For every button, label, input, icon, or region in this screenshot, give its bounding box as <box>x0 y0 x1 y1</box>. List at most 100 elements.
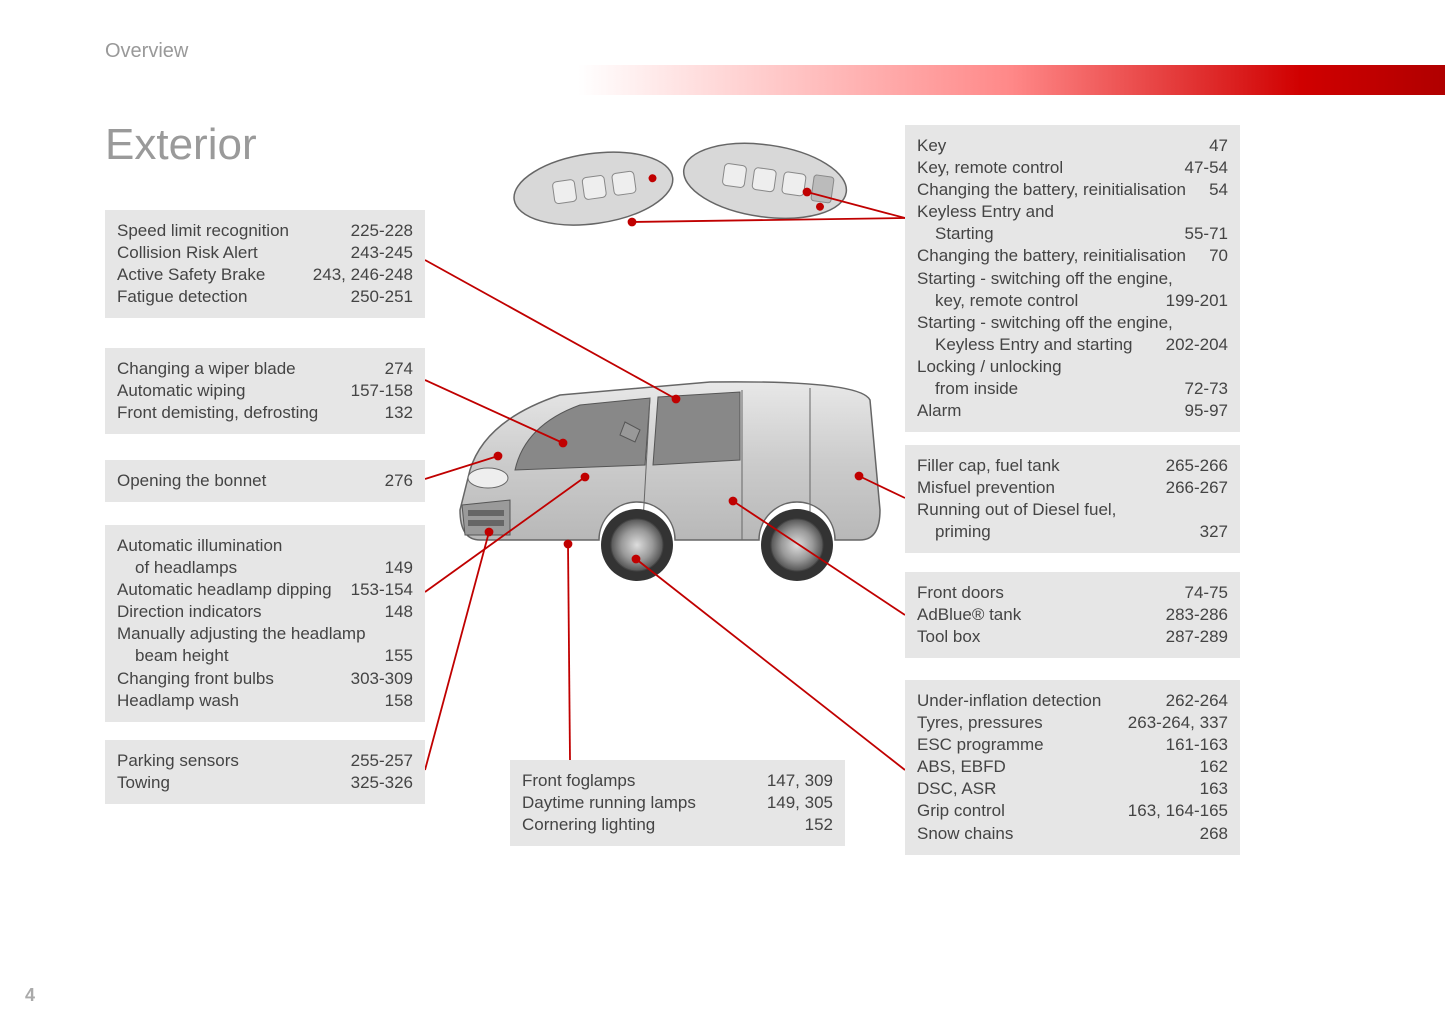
reference-pages: 202-204 <box>1158 334 1228 356</box>
reference-pages: 243, 246-248 <box>305 264 413 286</box>
reference-pages: 147, 309 <box>759 770 833 792</box>
reference-label: Misfuel prevention <box>917 477 1055 499</box>
reference-pages: 163, 164-165 <box>1120 800 1228 822</box>
reference-row: Speed limit recognition 225-228 <box>117 220 413 242</box>
reference-pages: 132 <box>377 402 413 424</box>
reference-box: Under-inflation detection262-264Tyres, p… <box>905 680 1240 855</box>
reference-pages: 325-326 <box>343 772 413 794</box>
reference-row: ESC programme 161-163 <box>917 734 1228 756</box>
reference-label: Keyless Entry and <box>917 201 1054 223</box>
reference-pages: 276 <box>377 470 413 492</box>
reference-row: from inside72-73 <box>917 378 1228 400</box>
reference-label: key, remote control <box>917 290 1078 312</box>
reference-box: Front foglamps 147, 309 Daytime running la… <box>510 760 845 846</box>
reference-box: Speed limit recognition225-228Collision … <box>105 210 425 318</box>
reference-label: Manually adjusting the headlamp <box>117 623 366 645</box>
reference-row: Filler cap, fuel tank 265-266 <box>917 455 1228 477</box>
reference-label: Active Safety Brake <box>117 264 265 286</box>
reference-pages: 225-228 <box>343 220 413 242</box>
reference-label: Tyres, pressures <box>917 712 1043 734</box>
reference-row: Tool box 287-289 <box>917 626 1228 648</box>
reference-label: beam height <box>117 645 229 667</box>
reference-label: Changing front bulbs <box>117 668 274 690</box>
reference-label: Speed limit recognition <box>117 220 289 242</box>
reference-pages <box>1220 499 1228 521</box>
reference-label: Front doors <box>917 582 1004 604</box>
reference-label: Automatic wiping <box>117 380 246 402</box>
reference-pages <box>1220 356 1228 378</box>
reference-pages: 303-309 <box>343 668 413 690</box>
reference-pages: 161-163 <box>1158 734 1228 756</box>
reference-label: Alarm <box>917 400 961 422</box>
reference-box: Opening the bonnet 276 <box>105 460 425 502</box>
reference-pages: 262-264 <box>1158 690 1228 712</box>
reference-label: Key <box>917 135 946 157</box>
reference-pages: 155 <box>377 645 413 667</box>
page-title: Exterior <box>105 120 257 170</box>
reference-label: Front foglamps <box>522 770 635 792</box>
reference-pages: 255-257 <box>343 750 413 772</box>
reference-row: Under-inflation detection262-264 <box>917 690 1228 712</box>
reference-row: Opening the bonnet 276 <box>117 470 413 492</box>
reference-label: Daytime running lamps <box>522 792 696 814</box>
reference-row: Headlamp wash158 <box>117 690 413 712</box>
reference-label: Changing the battery, reinitialisation <box>917 179 1186 201</box>
reference-box: Filler cap, fuel tank 265-266 Misfuel prev… <box>905 445 1240 553</box>
reference-label: Tool box <box>917 626 980 648</box>
reference-row: Cornering lighting152 <box>522 814 833 836</box>
reference-pages: 54 <box>1201 179 1228 201</box>
keyfob-illustration <box>490 120 870 285</box>
reference-row: of headlamps 149 <box>117 557 413 579</box>
reference-pages: 265-266 <box>1158 455 1228 477</box>
reference-pages <box>405 623 413 645</box>
reference-row: Parking sensors 255-257 <box>117 750 413 772</box>
reference-row: Active Safety Brake 243, 246-248 <box>117 264 413 286</box>
reference-pages: 163 <box>1192 778 1228 800</box>
reference-row: Key, remote control 47-54 <box>917 157 1228 179</box>
reference-row: priming327 <box>917 521 1228 543</box>
reference-label: Keyless Entry and starting <box>917 334 1132 356</box>
reference-row: AdBlue® tank283-286 <box>917 604 1228 626</box>
reference-row: Automatic illumination <box>117 535 413 557</box>
reference-row: beam height 155 <box>117 645 413 667</box>
reference-label: ABS, EBFD <box>917 756 1006 778</box>
reference-row: Automatic headlamp dipping 153-154 <box>117 579 413 601</box>
reference-label: priming <box>917 521 991 543</box>
reference-label: from inside <box>917 378 1018 400</box>
reference-row: Changing the battery, reinitialisation 54 <box>917 179 1228 201</box>
reference-label: DSC, ASR <box>917 778 996 800</box>
reference-row: Keyless Entry and starting 202-204 <box>917 334 1228 356</box>
reference-row: Manually adjusting the headlamp <box>117 623 413 645</box>
reference-label: of headlamps <box>117 557 237 579</box>
reference-pages: 266-267 <box>1158 477 1228 499</box>
reference-pages: 250-251 <box>343 286 413 308</box>
reference-row: key, remote control199-201 <box>917 290 1228 312</box>
reference-row: Changing a wiper blade274 <box>117 358 413 380</box>
reference-pages: 153-154 <box>343 579 413 601</box>
vehicle-illustration <box>440 360 900 625</box>
reference-row: Front demisting, defrosting132 <box>117 402 413 424</box>
reference-box: Parking sensors255-257Towing325-326 <box>105 740 425 804</box>
reference-pages: 95-97 <box>1177 400 1228 422</box>
reference-pages: 149 <box>377 557 413 579</box>
reference-label: Key, remote control <box>917 157 1063 179</box>
reference-label: Automatic illumination <box>117 535 282 557</box>
reference-label: Opening the bonnet <box>117 470 266 492</box>
reference-label: Starting - switching off the engine, <box>917 268 1173 290</box>
reference-label: Changing a wiper blade <box>117 358 296 380</box>
reference-row: Front foglamps 147, 309 <box>522 770 833 792</box>
reference-box: Key47Key, remote control47-54Changing th… <box>905 125 1240 432</box>
reference-label: Automatic headlamp dipping <box>117 579 332 601</box>
section-label: Overview <box>105 40 188 63</box>
reference-box: Front doors 74-75AdBlue® tank283-286Tool … <box>905 572 1240 658</box>
page-number: 4 <box>25 985 35 1006</box>
reference-pages: 74-75 <box>1177 582 1228 604</box>
reference-label: Running out of Diesel fuel, <box>917 499 1116 521</box>
reference-pages: 287-289 <box>1158 626 1228 648</box>
reference-row: Locking / unlocking <box>917 356 1228 378</box>
reference-label: Parking sensors <box>117 750 239 772</box>
reference-pages: 162 <box>1192 756 1228 778</box>
reference-label: Filler cap, fuel tank <box>917 455 1060 477</box>
reference-label: ESC programme <box>917 734 1044 756</box>
reference-pages: 47-54 <box>1177 157 1228 179</box>
